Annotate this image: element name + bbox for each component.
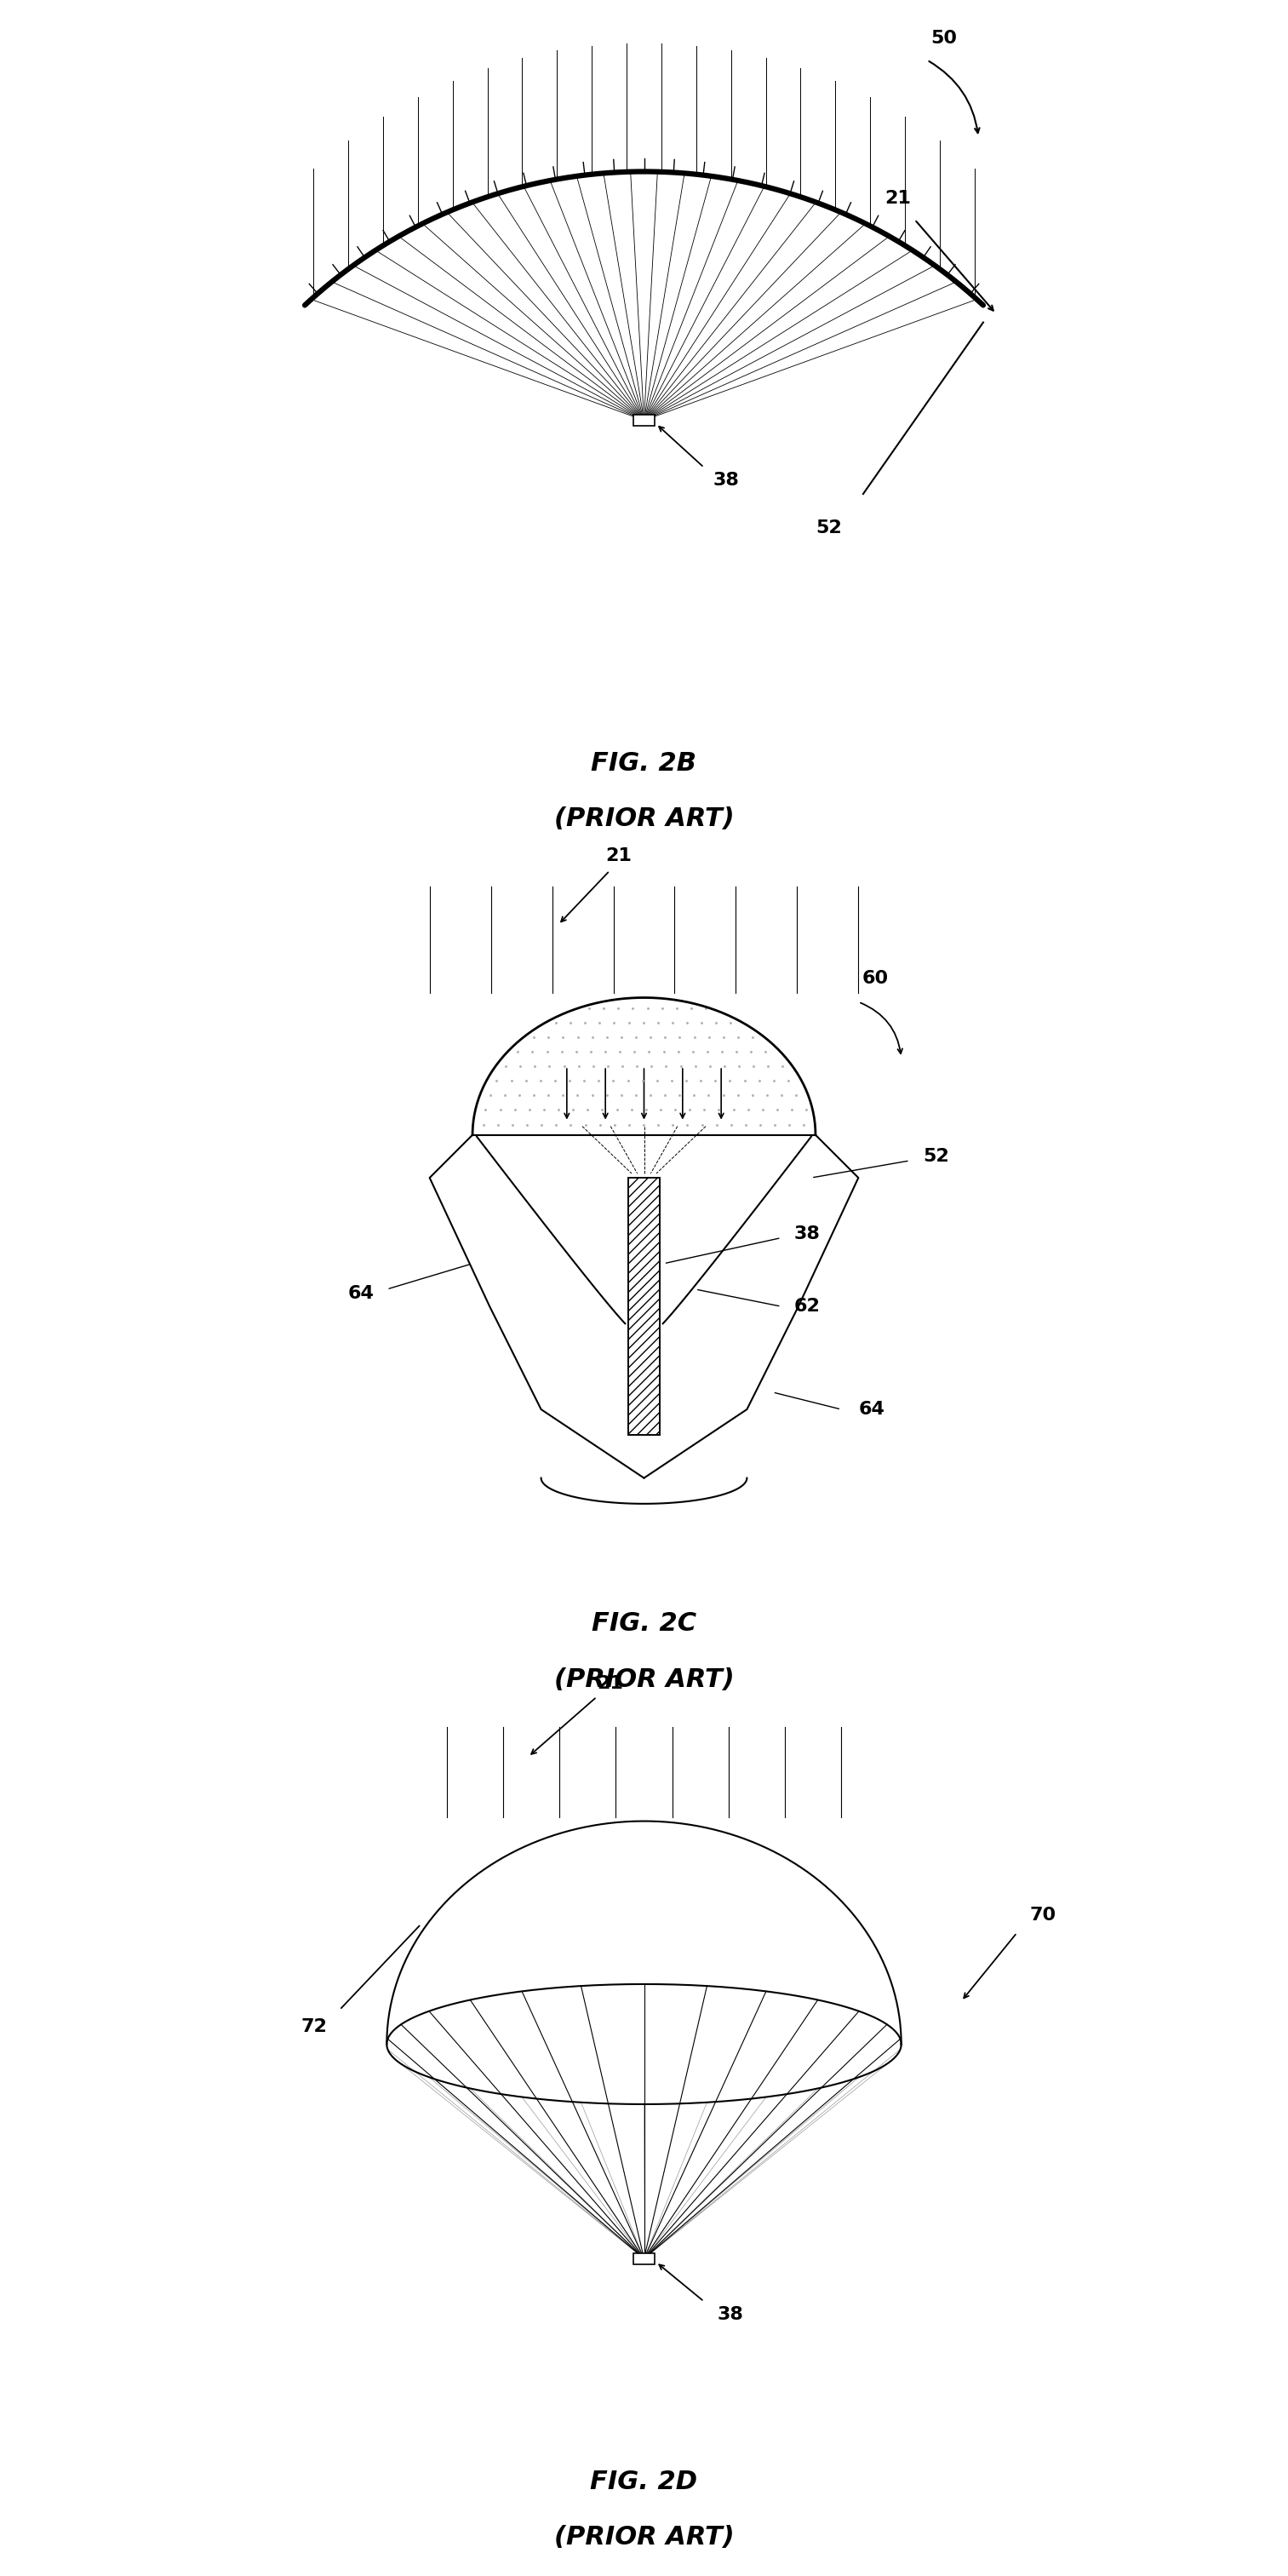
Text: FIG. 2C: FIG. 2C bbox=[591, 1613, 697, 1636]
Bar bbox=[634, 2254, 654, 2264]
Bar bbox=[629, 1177, 659, 1435]
Bar bbox=[629, 1177, 659, 1435]
Text: (PRIOR ART): (PRIOR ART) bbox=[554, 1667, 734, 1692]
Text: 38: 38 bbox=[712, 471, 739, 489]
Text: FIG. 2B: FIG. 2B bbox=[591, 752, 697, 775]
Text: 72: 72 bbox=[300, 2020, 327, 2035]
Text: 70: 70 bbox=[1030, 1906, 1056, 1924]
Text: (PRIOR ART): (PRIOR ART) bbox=[554, 2524, 734, 2550]
Text: 21: 21 bbox=[596, 1674, 623, 1692]
Text: 21: 21 bbox=[605, 848, 631, 866]
Text: 64: 64 bbox=[858, 1401, 885, 1417]
Text: 50: 50 bbox=[931, 31, 957, 46]
Text: 21: 21 bbox=[885, 191, 911, 206]
Text: 52: 52 bbox=[922, 1149, 949, 1164]
Text: 62: 62 bbox=[795, 1298, 820, 1314]
Text: 52: 52 bbox=[815, 520, 842, 536]
Text: 60: 60 bbox=[862, 971, 889, 987]
Text: FIG. 2D: FIG. 2D bbox=[590, 2470, 698, 2494]
Bar bbox=[634, 415, 654, 425]
Text: 64: 64 bbox=[348, 1285, 374, 1301]
Text: (PRIOR ART): (PRIOR ART) bbox=[554, 806, 734, 832]
Text: 38: 38 bbox=[795, 1226, 820, 1242]
Text: 38: 38 bbox=[717, 2306, 743, 2324]
